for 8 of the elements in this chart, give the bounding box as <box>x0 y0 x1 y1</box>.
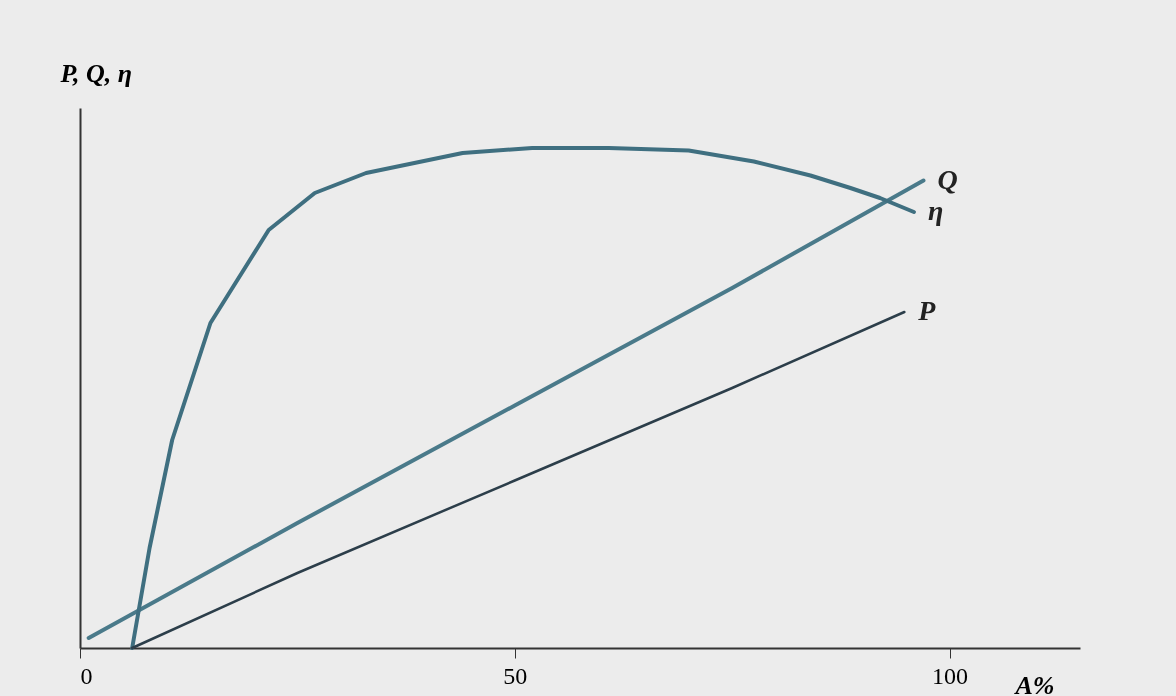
x-tick-label: 50 <box>503 662 528 689</box>
x-tick-label: 0 <box>80 662 93 689</box>
series-label: η <box>927 195 944 226</box>
x-axis-title: A% <box>1013 670 1055 696</box>
y-axis-title: P, Q, η <box>59 58 133 88</box>
x-tick-label: 100 <box>932 662 969 689</box>
series-label: Q <box>937 163 958 195</box>
series-label: P <box>917 295 937 326</box>
